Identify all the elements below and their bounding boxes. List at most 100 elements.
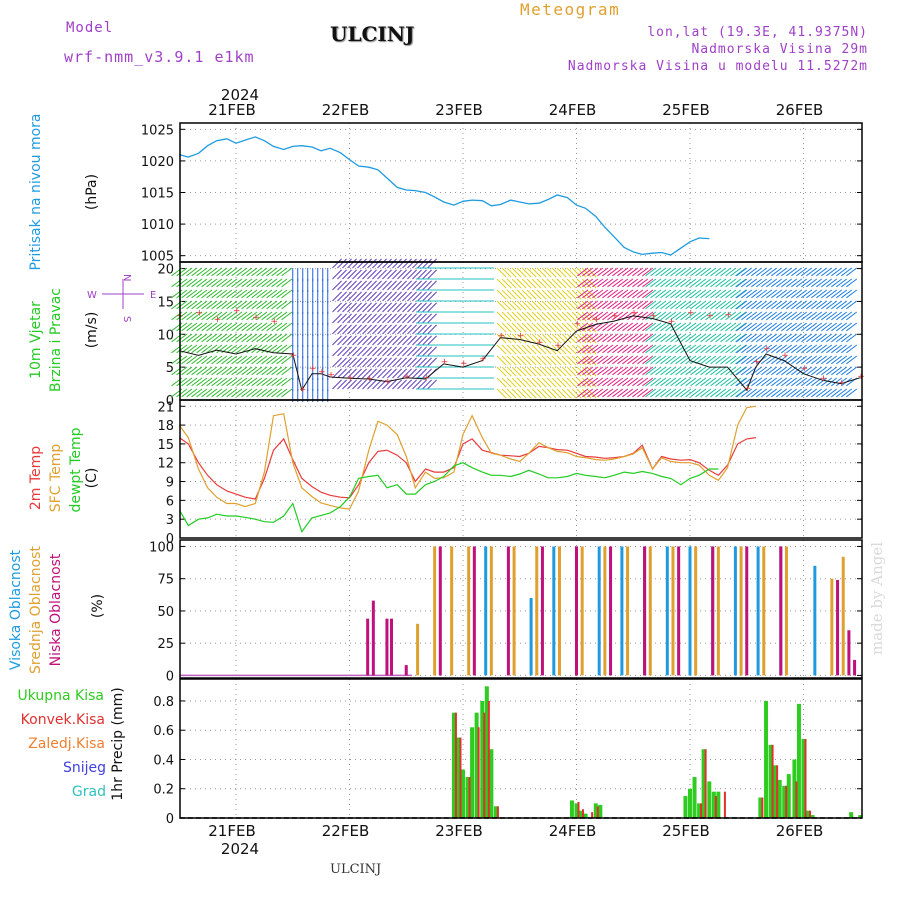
wind-barb [546, 278, 557, 289]
wind-barb [181, 377, 193, 387]
cloud-bar [506, 546, 510, 676]
wind-barb [191, 300, 203, 310]
wind-barb [372, 280, 382, 291]
wind-barb [660, 300, 672, 310]
precip-bar [459, 737, 462, 818]
wind-barb [201, 300, 213, 310]
wind-barb [412, 335, 422, 346]
wind-barb [582, 267, 594, 277]
wind-barb [372, 346, 382, 357]
wind-barb [362, 302, 372, 313]
wind-barb [650, 377, 662, 387]
wind-barb [746, 333, 758, 343]
wind-barb [367, 258, 377, 269]
wind-barb [582, 377, 594, 387]
wind-barb [332, 346, 342, 357]
wind-barb [730, 267, 742, 277]
wind-barb [786, 388, 798, 398]
wind-barb [417, 313, 427, 324]
wind-barb [627, 388, 639, 398]
precip-bar [591, 812, 594, 818]
wind-barb [836, 267, 848, 277]
wind-barb [186, 344, 198, 354]
wind-barb [541, 311, 552, 322]
wind-barb [751, 278, 763, 288]
cloud-bar [557, 546, 561, 676]
cloud-bar [433, 546, 437, 676]
y-tick-label: 0.2 [153, 783, 174, 798]
bottom-date-label: 23FEB [435, 822, 482, 840]
wind-barb [761, 344, 773, 354]
wind-barb [602, 333, 614, 343]
wind-barb [397, 258, 407, 269]
wind-barb [725, 311, 737, 321]
wind-barb [645, 267, 657, 277]
wind-barb [566, 366, 577, 377]
wind-barb [627, 289, 639, 299]
wind-barb [516, 267, 527, 278]
wind-barb [660, 267, 672, 277]
wind-barb [587, 344, 599, 354]
wind-barb [836, 311, 848, 321]
wind-barb [496, 333, 507, 344]
wind-barb [332, 258, 342, 269]
compass-east: E [150, 290, 156, 301]
wind-barb [196, 278, 208, 288]
wind-barb [342, 379, 352, 390]
wind-barb [710, 355, 722, 365]
wind-barb [816, 355, 828, 365]
wind-barb [690, 278, 702, 288]
wind-barb [645, 355, 657, 365]
wind-barb [337, 280, 347, 291]
cloud-bar [739, 546, 743, 676]
wind-barb [362, 357, 372, 368]
precip-bar [711, 791, 716, 818]
wind-barb [176, 278, 188, 288]
wind-barb [551, 355, 562, 366]
wind-barb [836, 300, 848, 310]
wind-barb [761, 377, 773, 387]
wind-barb [811, 388, 823, 398]
wind-barb [422, 346, 432, 357]
wind-barb [412, 258, 422, 269]
cloud-bar [580, 546, 584, 676]
wind-barb [367, 280, 377, 291]
wind-barb [256, 388, 268, 398]
wind-barb [751, 311, 763, 321]
wind-barb [186, 333, 198, 343]
top-date-label: 22FEB [322, 101, 369, 119]
wind-barb [781, 300, 793, 310]
wind-barb [756, 267, 768, 277]
gust-marker: + [309, 364, 317, 374]
wind-barb [650, 355, 662, 365]
wind-barb [496, 366, 507, 377]
wind-barb [511, 388, 522, 399]
precip-bar [480, 700, 485, 818]
wind-barb [826, 366, 838, 376]
wind-barb [256, 267, 268, 277]
wind-barb [261, 267, 273, 277]
y-tick-label: 0.4 [153, 753, 174, 768]
wind-barb [836, 388, 848, 398]
wind-barb [566, 300, 577, 311]
wind-barb [402, 379, 412, 390]
wind-barb [521, 366, 532, 377]
wind-barb [347, 280, 357, 291]
wind-barb [821, 289, 833, 299]
wind-barb [372, 335, 382, 346]
wind-barb [846, 388, 858, 398]
wind-barb [266, 289, 278, 299]
wind-barb [700, 333, 712, 343]
wind-barb [642, 311, 654, 321]
wind-barb [597, 377, 609, 387]
wind-barb [556, 333, 567, 344]
wind-barb [407, 346, 417, 357]
wind-barb [206, 267, 218, 277]
wind-barb [216, 344, 228, 354]
wind-barb [841, 322, 853, 332]
wind-barb [690, 366, 702, 376]
wind-barb [715, 278, 727, 288]
wind-barb [546, 355, 557, 366]
wind-barb [536, 366, 547, 377]
wind-barb [577, 366, 589, 376]
